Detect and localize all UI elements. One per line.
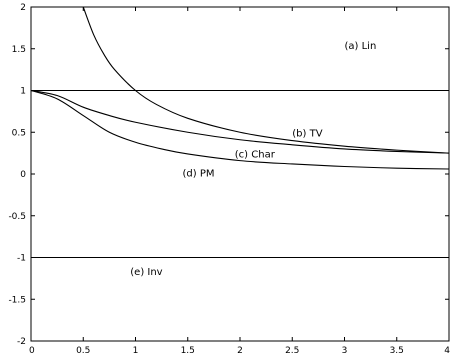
- x-tick-label: 1: [133, 346, 139, 356]
- series-annotations: (a) Lin (b) TV (c) Char (d) PM (e) Inv: [130, 41, 376, 278]
- series-annotation: (e) Inv: [130, 267, 162, 278]
- plot-frame: [30, 6, 450, 342]
- y-tick-label: 1.5: [12, 45, 26, 55]
- x-tick-label: 4: [444, 346, 450, 356]
- x-tick-label: 3.5: [390, 346, 404, 356]
- series-curves: [30, 6, 450, 259]
- axis-ticks: [30, 6, 450, 342]
- series-annotation: (a) Lin: [345, 41, 377, 52]
- series-line-dpm: [30, 89, 450, 170]
- x-tick-label: 2.5: [285, 346, 299, 356]
- y-tick-label: 0.5: [12, 128, 26, 138]
- y-tick-label: 1: [20, 87, 26, 97]
- y-tick-label: 2: [20, 3, 26, 13]
- series-line-cchar: [30, 89, 450, 154]
- y-tick-label: -2: [17, 337, 26, 347]
- x-tick-label: 3: [342, 346, 348, 356]
- y-tick-label: -1: [17, 254, 26, 264]
- x-tick-label: 1.5: [181, 346, 195, 356]
- x-tick-label: 2: [237, 346, 243, 356]
- x-tick-labels: 0 0.5 1 1.5 2 2.5 3 3.5 4: [29, 346, 450, 356]
- x-tick-label: 0: [29, 346, 35, 356]
- series-annotation: (d) PM: [183, 169, 215, 180]
- y-tick-labels: 2 1.5 1 0.5 0 -0.5 -1 -1.5 -2: [8, 3, 26, 347]
- y-tick-label: -0.5: [8, 212, 26, 222]
- series-line-btv: [82, 6, 450, 154]
- series-annotation: (b) TV: [292, 128, 322, 139]
- y-tick-label: -1.5: [8, 295, 26, 305]
- x-tick-label: 0.5: [76, 346, 90, 356]
- series-annotation: (c) Char: [235, 149, 276, 160]
- y-tick-label: 0: [20, 170, 26, 180]
